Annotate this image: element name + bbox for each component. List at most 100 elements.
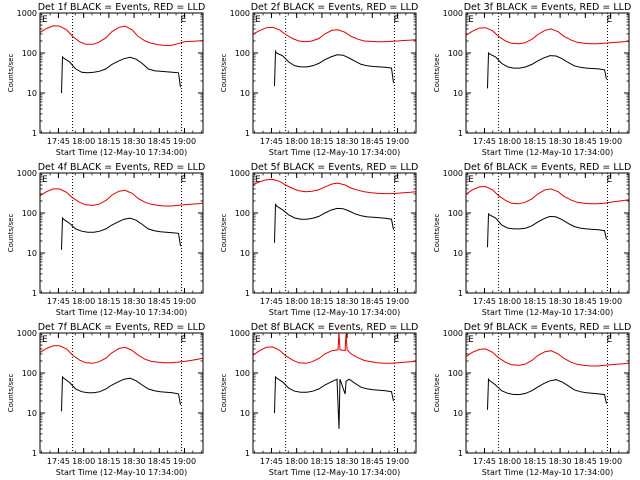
y-tick-label: 10	[240, 409, 250, 418]
x-tick-label: 18:15	[97, 457, 120, 466]
panel-title: Det 3f BLACK = Events, RED = LLD	[464, 2, 632, 13]
e-marker: E	[394, 335, 400, 345]
e-marker: E	[181, 175, 187, 185]
panel-9: Det 9f BLACK = Events, RED = LLD Counts/s…	[433, 322, 631, 477]
x-tick-label: 18:45	[361, 297, 384, 306]
y-tick-label: 10	[27, 89, 37, 98]
y-tick-label: 10	[27, 249, 37, 258]
x-tick-label: 18:15	[523, 457, 546, 466]
y-tick-label: 1000	[17, 169, 37, 178]
e-marker: E	[394, 15, 400, 25]
x-axis-label: Start Time (12-May-10 17:34:00)	[269, 148, 400, 157]
panel-title: Det 7f BLACK = Events, RED = LLD	[38, 322, 206, 333]
y-tick-label: 1000	[17, 329, 37, 338]
x-axis-label: Start Time (12-May-10 17:34:00)	[269, 468, 400, 477]
panel-4: Det 4f BLACK = Events, RED = LLD Counts/s…	[7, 162, 205, 317]
y-tick-label: 10	[240, 249, 250, 258]
x-tick-label: 18:30	[336, 457, 359, 466]
x-tick-label: 18:30	[123, 457, 146, 466]
e-marker: E	[255, 335, 261, 345]
plot-frame	[465, 12, 630, 134]
x-tick-label: 18:45	[361, 137, 384, 146]
y-tick-label: 10	[453, 89, 463, 98]
panel-6: Det 6f BLACK = Events, RED = LLD Counts/s…	[433, 162, 631, 317]
x-tick-label: 17:45	[260, 297, 283, 306]
x-tick-label: 19:00	[173, 457, 196, 466]
x-axis-label: Start Time (12-May-10 17:34:00)	[56, 468, 187, 477]
x-tick-label: 18:45	[574, 137, 597, 146]
y-tick-label: 100	[448, 209, 463, 218]
e-marker: E	[394, 175, 400, 185]
e-marker: E	[42, 175, 48, 185]
y-tick-label: 1000	[17, 9, 37, 18]
lld-rate-line	[40, 345, 203, 364]
x-tick-label: 18:00	[72, 297, 95, 306]
panel-3: Det 3f BLACK = Events, RED = LLD Counts/s…	[433, 2, 631, 157]
x-tick-label: 18:15	[310, 137, 333, 146]
y-axis-label: Counts/sec	[7, 374, 15, 413]
x-tick-label: 18:00	[72, 457, 95, 466]
x-tick-label: 19:00	[599, 297, 622, 306]
y-tick-label: 1000	[230, 9, 250, 18]
e-marker: E	[607, 15, 613, 25]
x-tick-label: 19:00	[173, 137, 196, 146]
x-tick-label: 18:45	[148, 457, 171, 466]
x-tick-label: 18:15	[310, 297, 333, 306]
y-axis-label: Counts/sec	[220, 214, 228, 253]
events-rate-line	[487, 377, 607, 410]
panel-7: Det 7f BLACK = Events, RED = LLD Counts/s…	[7, 322, 205, 477]
x-tick-label: 18:00	[285, 297, 308, 306]
x-tick-label: 18:00	[72, 137, 95, 146]
y-axis-label: Counts/sec	[433, 214, 441, 253]
panel-title: Det 8f BLACK = Events, RED = LLD	[251, 322, 419, 333]
y-axis-label: Counts/sec	[220, 374, 228, 413]
x-tick-label: 17:45	[473, 297, 496, 306]
x-tick-label: 18:15	[310, 457, 333, 466]
y-axis-label: Counts/sec	[220, 54, 228, 93]
x-axis-label: Start Time (12-May-10 17:34:00)	[482, 308, 613, 317]
y-tick-label: 1	[245, 289, 250, 298]
events-rate-line	[487, 212, 607, 248]
y-tick-label: 1000	[230, 169, 250, 178]
x-tick-label: 19:00	[599, 457, 622, 466]
events-rate-line	[274, 203, 394, 243]
y-tick-label: 100	[235, 209, 250, 218]
panel-title: Det 5f BLACK = Events, RED = LLD	[251, 162, 419, 173]
x-tick-label: 19:00	[386, 297, 409, 306]
x-tick-label: 18:45	[574, 457, 597, 466]
lld-rate-line	[466, 27, 629, 45]
y-tick-label: 1000	[443, 9, 463, 18]
panel-1: Det 1f BLACK = Events, RED = LLD Counts/s…	[7, 2, 205, 157]
x-tick-label: 18:30	[336, 137, 359, 146]
y-tick-label: 1	[245, 129, 250, 138]
e-marker: E	[468, 175, 474, 185]
plot-frame	[252, 172, 417, 294]
x-tick-label: 18:15	[523, 137, 546, 146]
e-marker: E	[468, 335, 474, 345]
lld-rate-line	[40, 188, 203, 207]
e-marker: E	[607, 335, 613, 345]
x-tick-label: 18:00	[285, 137, 308, 146]
e-marker: E	[255, 175, 261, 185]
events-rate-line	[274, 49, 394, 87]
lld-rate-line	[253, 332, 416, 364]
events-rate-line	[61, 375, 181, 412]
y-tick-label: 1000	[443, 329, 463, 338]
e-marker: E	[255, 15, 261, 25]
plot-frame	[252, 332, 417, 454]
x-axis-label: Start Time (12-May-10 17:34:00)	[56, 148, 187, 157]
y-tick-label: 1	[458, 449, 463, 458]
lld-rate-line	[253, 178, 416, 195]
x-tick-label: 19:00	[599, 137, 622, 146]
y-tick-label: 1	[458, 129, 463, 138]
y-tick-label: 100	[235, 369, 250, 378]
panel-title: Det 2f BLACK = Events, RED = LLD	[251, 2, 419, 13]
lld-rate-line	[466, 185, 629, 205]
panel-title: Det 6f BLACK = Events, RED = LLD	[464, 162, 632, 173]
x-tick-label: 17:45	[473, 457, 496, 466]
x-tick-label: 19:00	[386, 137, 409, 146]
y-tick-label: 100	[448, 49, 463, 58]
y-tick-label: 1	[32, 129, 37, 138]
x-tick-label: 18:30	[549, 457, 572, 466]
y-tick-label: 100	[22, 209, 37, 218]
